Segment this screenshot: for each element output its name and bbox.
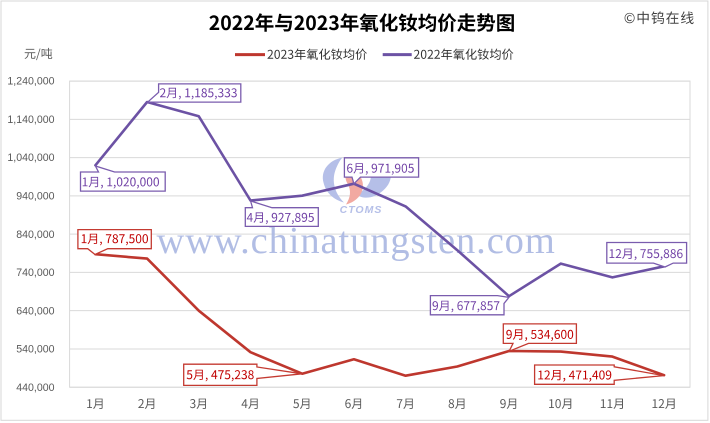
svg-text:1,040,000: 1,040,000	[7, 152, 54, 164]
svg-text:540,000: 540,000	[16, 344, 54, 356]
svg-text:440,000: 440,000	[16, 382, 54, 394]
svg-text:1,240,000: 1,240,000	[7, 76, 54, 88]
svg-text:640,000: 640,000	[16, 305, 54, 317]
svg-text:1,140,000: 1,140,000	[7, 114, 54, 126]
svg-text:www.chinatungsten.com: www.chinatungsten.com	[157, 220, 556, 262]
svg-text:840,000: 840,000	[16, 229, 54, 241]
svg-text:CTOMS: CTOMS	[340, 204, 383, 216]
svg-text:740,000: 740,000	[16, 267, 54, 279]
svg-text:940,000: 940,000	[16, 191, 54, 203]
